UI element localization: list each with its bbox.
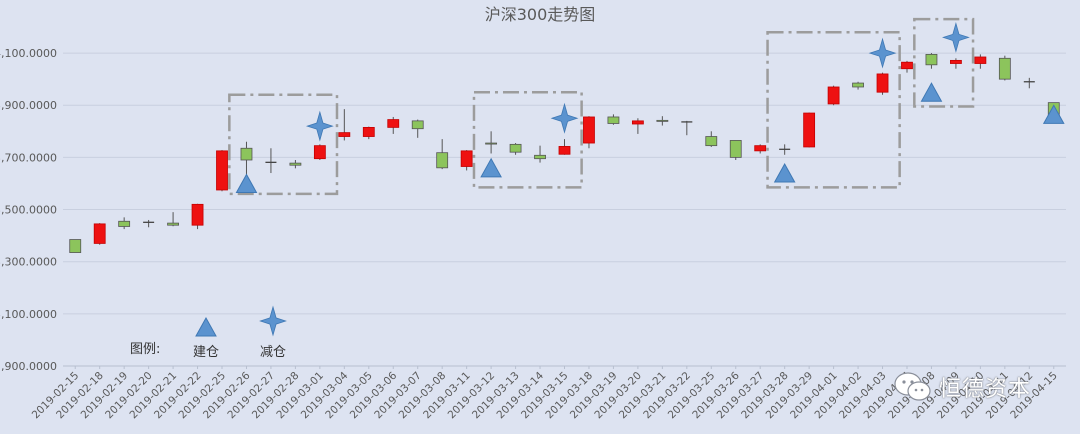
candle-body bbox=[118, 220, 131, 227]
candle-body bbox=[827, 86, 840, 105]
y-tick-label: 3,900.0000 bbox=[0, 99, 57, 112]
highlight-box bbox=[766, 30, 901, 189]
candle-body bbox=[69, 239, 82, 253]
candle-body bbox=[583, 116, 595, 144]
candle-body bbox=[313, 145, 326, 160]
candle-body bbox=[485, 142, 498, 145]
build-marker bbox=[920, 82, 943, 102]
candle-body bbox=[509, 143, 522, 153]
y-tick-label: 4,100.0000 bbox=[0, 47, 57, 60]
y-tick-label: 3,500.0000 bbox=[0, 204, 57, 217]
candle-body bbox=[631, 120, 644, 125]
candle-body bbox=[998, 57, 1011, 80]
candle-body bbox=[362, 126, 375, 137]
candle-body bbox=[901, 61, 913, 70]
build-marker bbox=[1042, 104, 1065, 124]
y-tick-label: 2,900.0000 bbox=[0, 360, 57, 373]
candle-body bbox=[925, 53, 938, 66]
candle-body bbox=[656, 119, 669, 122]
legend-label: 减仓 bbox=[260, 345, 286, 360]
reduce-marker bbox=[550, 102, 579, 134]
y-tick-label: 3,700.0000 bbox=[0, 151, 57, 164]
candle-body bbox=[534, 154, 546, 160]
highlight-box bbox=[913, 17, 975, 108]
candle-body bbox=[558, 146, 571, 155]
candle-body bbox=[950, 59, 962, 64]
candle-body bbox=[436, 152, 449, 169]
highlight-box bbox=[228, 93, 339, 196]
candle-body bbox=[191, 203, 204, 226]
candle-body bbox=[289, 162, 302, 166]
candle-body bbox=[216, 150, 228, 191]
candle-body bbox=[411, 120, 424, 130]
highlight-box bbox=[472, 90, 583, 189]
legend-title: 图例: bbox=[130, 342, 160, 357]
legend-reduce-icon bbox=[259, 305, 287, 337]
build-marker bbox=[773, 163, 796, 183]
watermark-text: 恒德资本 bbox=[939, 377, 1032, 402]
y-tick-label: 3,300.0000 bbox=[0, 256, 57, 269]
candle-body bbox=[387, 119, 400, 128]
candle-body bbox=[705, 136, 718, 147]
candle-body bbox=[876, 73, 889, 93]
wechat-icon bbox=[894, 372, 931, 401]
chart-title: 沪深300走势图 bbox=[485, 5, 596, 24]
build-marker bbox=[235, 173, 258, 193]
build-marker bbox=[480, 157, 502, 178]
y-tick-label: 3,100.0000 bbox=[0, 308, 57, 321]
reduce-marker bbox=[868, 37, 897, 69]
candle-body bbox=[167, 222, 179, 226]
reduce-marker bbox=[942, 21, 970, 53]
candle-body bbox=[460, 150, 473, 167]
reduce-marker bbox=[305, 110, 334, 142]
candle-body bbox=[240, 147, 253, 161]
legend-build-icon bbox=[195, 316, 217, 337]
candle-body bbox=[338, 132, 351, 137]
candle-body bbox=[93, 223, 106, 244]
candle-body bbox=[729, 140, 742, 158]
candle-body bbox=[803, 112, 816, 148]
candle-body bbox=[754, 145, 767, 152]
legend-label: 建仓 bbox=[193, 345, 219, 360]
candle-body bbox=[974, 56, 987, 64]
candle-body bbox=[852, 82, 864, 88]
candle-body bbox=[607, 116, 620, 124]
watermark: 恒德资本 bbox=[893, 370, 1031, 404]
